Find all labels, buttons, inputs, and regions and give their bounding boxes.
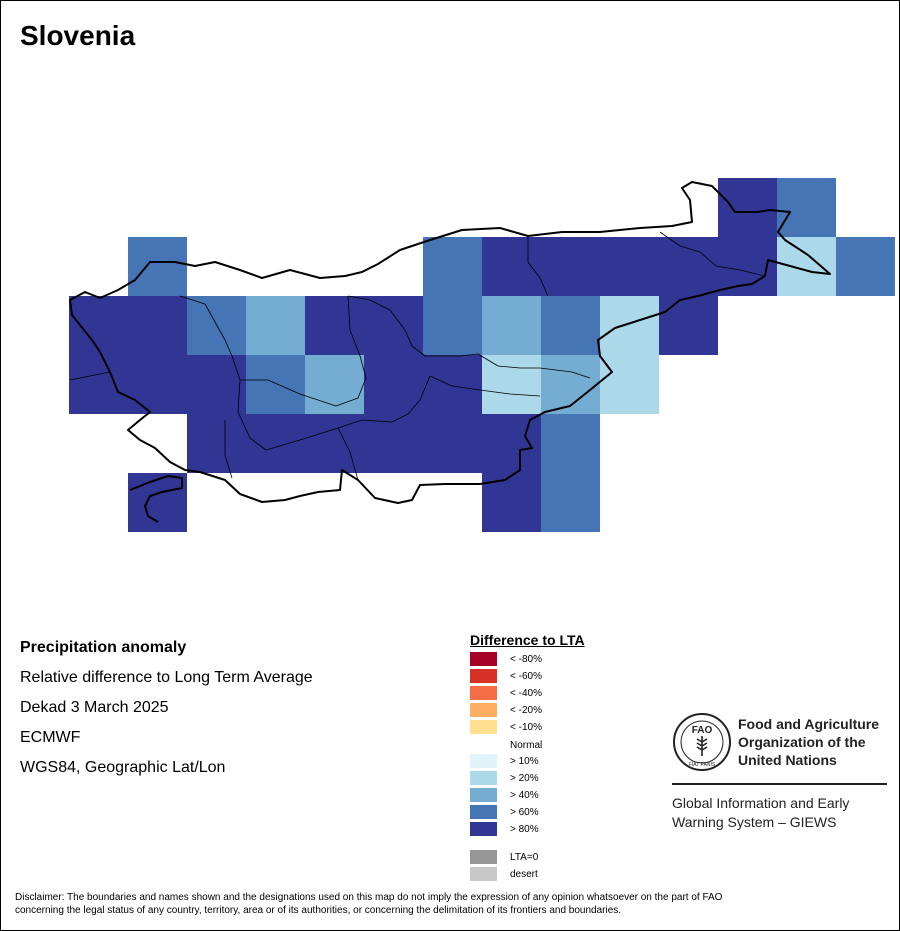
anomaly-cell-g40 (482, 296, 541, 355)
anomaly-cell-g60 (777, 178, 836, 237)
anomaly-cell-g80 (187, 414, 246, 473)
giews-line2: Warning System – GIEWS (672, 814, 837, 830)
anomaly-cell-g80 (659, 296, 718, 355)
fao-logo-icon: FAO FIAT PANIS (673, 713, 731, 771)
legend-label: < -20% (510, 705, 542, 716)
fao-name-line1: Food and Agriculture (738, 716, 880, 732)
anomaly-cell-g60 (541, 473, 600, 532)
legend-swatch (470, 754, 497, 768)
legend-swatch (470, 867, 497, 881)
disclaimer: Disclaimer: The boundaries and names sho… (15, 891, 885, 917)
anomaly-cell-g60 (128, 237, 187, 296)
legend-label: > 80% (510, 824, 539, 835)
anomaly-cell-g40 (246, 296, 305, 355)
region-boundaries (69, 231, 766, 481)
legend-swatch (470, 703, 497, 717)
legend-swatch (470, 822, 497, 836)
legend-swatch (470, 652, 497, 666)
disclaimer-line2: concerning the legal status of any count… (15, 905, 622, 916)
legend-label: < -10% (510, 722, 542, 733)
legend-swatch (470, 850, 497, 864)
info-product-name: Precipitation anomaly (20, 639, 187, 656)
info-description: Relative difference to Long Term Average (20, 669, 313, 686)
fao-divider (672, 783, 887, 785)
anomaly-cell-g80 (69, 296, 128, 355)
anomaly-cell-g80 (246, 414, 305, 473)
fao-logo-motto: FIAT PANIS (689, 762, 716, 768)
anomaly-cell-g20 (482, 355, 541, 414)
anomaly-cell-g80 (364, 355, 423, 414)
anomaly-cell-g80 (364, 296, 423, 355)
slovenia-country-border (69, 181, 831, 504)
legend-label: > 10% (510, 756, 539, 767)
anomaly-cell-g80 (69, 355, 128, 414)
croatia-coast-border (129, 475, 183, 523)
legend-label: < -40% (510, 688, 542, 699)
anomaly-cell-g80 (718, 178, 777, 237)
disclaimer-line1: Disclaimer: The boundaries and names sho… (15, 892, 723, 903)
legend-swatch (470, 805, 497, 819)
anomaly-cell-g80 (305, 414, 364, 473)
anomaly-cell-g80 (128, 296, 187, 355)
legend-label: LTA=0 (510, 852, 539, 863)
anomaly-cell-g60 (541, 296, 600, 355)
anomaly-cell-g80 (482, 237, 541, 296)
anomaly-cell-g80 (128, 355, 187, 414)
giews-line1: Global Information and Early (672, 795, 850, 811)
anomaly-cell-g80 (659, 237, 718, 296)
legend-swatch (470, 686, 497, 700)
anomaly-cell-g40 (541, 355, 600, 414)
anomaly-cell-g80 (305, 296, 364, 355)
legend-label: < -80% (510, 654, 542, 665)
anomaly-cell-g60 (541, 414, 600, 473)
legend-swatch (470, 669, 497, 683)
map-title: Slovenia (20, 20, 136, 51)
legend-label: > 20% (510, 773, 539, 784)
anomaly-grid (69, 178, 895, 532)
precipitation-anomaly-map (69, 178, 895, 532)
anomaly-cell-g40 (305, 355, 364, 414)
fao-name-line2: Organization of the (738, 734, 866, 750)
anomaly-cell-g80 (718, 237, 777, 296)
anomaly-cell-g80 (482, 414, 541, 473)
legend-normal-label: Normal (510, 740, 543, 751)
legend-swatch (470, 771, 497, 785)
legend-swatch (470, 720, 497, 734)
anomaly-cell-g60 (836, 237, 895, 296)
fao-name-line3: United Nations (738, 752, 837, 768)
legend-label: > 60% (510, 807, 539, 818)
anomaly-cell-g60 (423, 296, 482, 355)
anomaly-cell-g60 (246, 355, 305, 414)
info-period: Dekad 3 March 2025 (20, 699, 169, 716)
legend-label: desert (510, 869, 538, 880)
anomaly-cell-g80 (600, 237, 659, 296)
anomaly-cell-g80 (423, 355, 482, 414)
anomaly-cell-g80 (541, 237, 600, 296)
info-source: ECMWF (20, 729, 81, 746)
fao-logo-letters: FAO (692, 725, 713, 736)
anomaly-cell-g80 (364, 414, 423, 473)
anomaly-cell-g20 (600, 355, 659, 414)
legend-title: Difference to LTA (470, 632, 585, 648)
legend-label: > 40% (510, 790, 539, 801)
anomaly-cell-g60 (423, 237, 482, 296)
anomaly-cell-g20 (777, 237, 836, 296)
legend-label: < -60% (510, 671, 542, 682)
anomaly-cell-g80 (423, 414, 482, 473)
info-projection: WGS84, Geographic Lat/Lon (20, 759, 226, 776)
anomaly-cell-g80 (128, 473, 187, 532)
legend-swatch (470, 788, 497, 802)
anomaly-cell-g20 (600, 296, 659, 355)
anomaly-cell-g80 (187, 355, 246, 414)
